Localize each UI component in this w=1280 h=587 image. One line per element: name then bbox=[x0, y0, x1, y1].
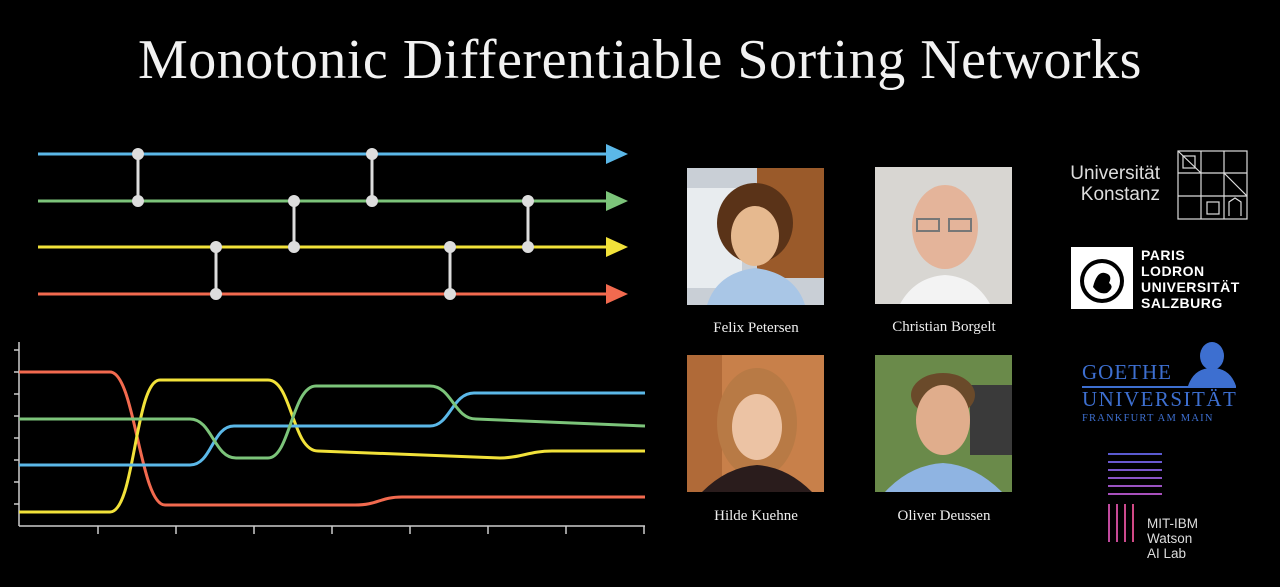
goethe-portrait-icon bbox=[1188, 342, 1236, 386]
author-photo-oliver bbox=[875, 355, 1012, 492]
konstanz-crest-icon bbox=[1177, 150, 1248, 220]
y-ticks bbox=[14, 349, 19, 505]
author-name-oliver: Oliver Deussen bbox=[897, 508, 991, 524]
mit-ibm-logo-text: MIT-IBM Watson AI Lab bbox=[1147, 516, 1198, 561]
comparator-5 bbox=[444, 241, 456, 300]
sorting-curves-plot bbox=[14, 342, 646, 534]
comparator-3 bbox=[288, 195, 300, 253]
curve-blue bbox=[19, 391, 645, 467]
comparator-2 bbox=[210, 241, 222, 300]
page-title: Monotonic Differentiable Sorting Network… bbox=[138, 29, 1142, 91]
curve-red bbox=[19, 370, 645, 507]
wire-1 bbox=[38, 191, 628, 211]
goethe-logo-text: GOETHE UNIVERSITÄT FRANKFURT AM MAIN bbox=[1082, 360, 1238, 424]
curve-green bbox=[19, 384, 646, 460]
wire-2 bbox=[38, 237, 628, 257]
curve-yellow bbox=[19, 378, 645, 514]
comparator-6 bbox=[522, 195, 534, 253]
comparator-1 bbox=[132, 148, 144, 207]
salzburg-seal-icon bbox=[1071, 247, 1133, 309]
wire-3 bbox=[38, 284, 628, 304]
wire-0 bbox=[38, 144, 628, 164]
author-photo-hilde bbox=[687, 355, 824, 492]
mit-ibm-graphic-icon bbox=[1108, 453, 1162, 542]
konstanz-logo-text: Universität Konstanz bbox=[1070, 163, 1160, 205]
salzburg-logo-text: PARIS LODRON UNIVERSITÄT SALZBURG bbox=[1141, 247, 1240, 311]
x-ticks bbox=[97, 526, 645, 534]
author-photo-christian bbox=[875, 167, 1012, 304]
author-photo-felix bbox=[687, 168, 824, 305]
comparator-4 bbox=[366, 148, 378, 207]
author-name-christian: Christian Borgelt bbox=[892, 319, 996, 335]
author-name-felix: Felix Petersen bbox=[713, 320, 799, 336]
sorting-network-diagram bbox=[38, 144, 628, 304]
author-name-hilde: Hilde Kuehne bbox=[714, 508, 798, 524]
goethe-divider bbox=[1082, 386, 1236, 388]
